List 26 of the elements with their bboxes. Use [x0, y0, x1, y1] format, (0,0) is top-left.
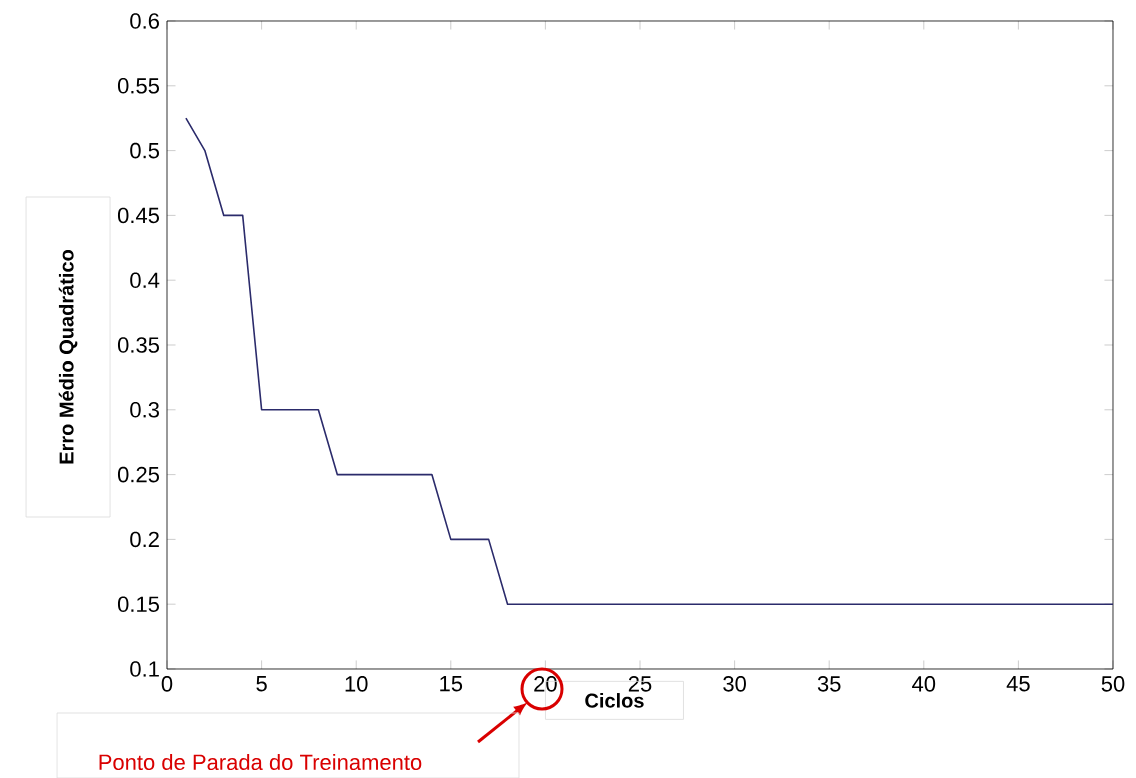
x-tick-label: 0	[161, 675, 173, 692]
x-tick-label: 15	[440, 675, 463, 692]
y-tick-label: 0.3	[130, 401, 159, 418]
x-tick-label: 40	[912, 675, 936, 692]
y-tick-label: 0.25	[117, 466, 159, 483]
x-tick-label: 25	[628, 675, 652, 692]
y-tick-label: 0.15	[117, 596, 159, 612]
y-tick-label: 0.45	[117, 207, 159, 224]
y-tick-label: 0.35	[117, 337, 159, 353]
text: Ponto de Parada do Treinamento	[99, 753, 422, 770]
y-axis-title: Erro Médio Quadrático	[58, 249, 78, 464]
y-tick-label: 0.2	[130, 531, 159, 547]
x-tick-label: 35	[817, 675, 841, 692]
x-tick-label: 30	[723, 675, 746, 692]
y-tick-label: 0.4	[130, 272, 160, 288]
x-tick-label: 10	[345, 675, 368, 692]
y-tick-label: 0.6	[130, 13, 159, 29]
y-tick-label: 0.1	[130, 661, 159, 677]
x-tick-label: 45	[1006, 675, 1030, 692]
y-tick-label: 0.55	[117, 77, 159, 94]
x-tick-label: 20	[534, 675, 557, 692]
x-axis-title: Ciclos	[585, 692, 644, 708]
line-series	[185, 117, 1113, 605]
x-tick-label: 5	[256, 675, 267, 692]
y-tick-label: 0.5	[130, 142, 159, 159]
x-tick-label: 50	[1101, 675, 1125, 692]
